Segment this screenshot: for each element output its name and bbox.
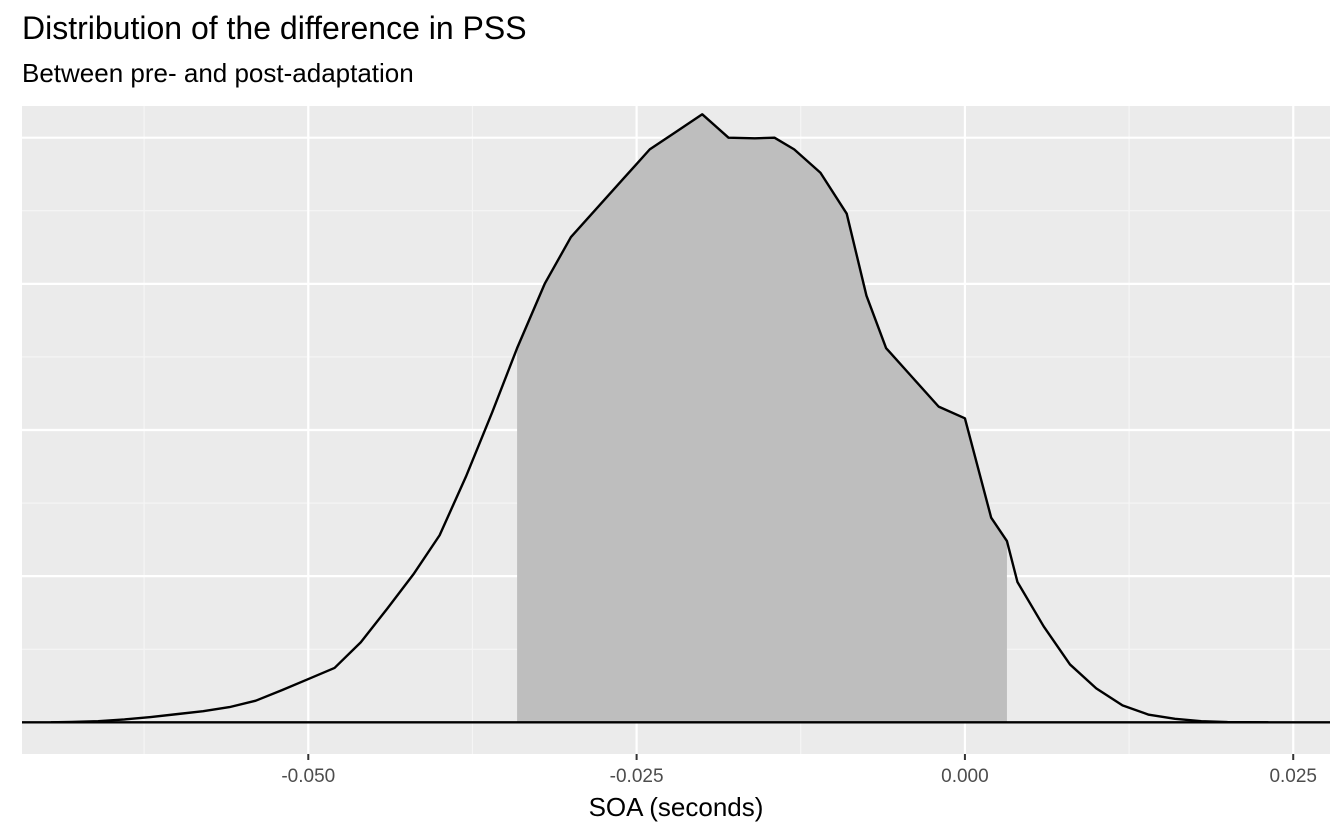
x-axis-title: SOA (seconds) bbox=[589, 792, 764, 822]
x-tick-label: 0.025 bbox=[1269, 766, 1317, 787]
chart-subtitle: Between pre- and post-adaptation bbox=[22, 58, 414, 88]
x-tick-label: 0.000 bbox=[941, 766, 989, 787]
x-tick-label: -0.050 bbox=[281, 766, 335, 787]
chart-title: Distribution of the difference in PSS bbox=[22, 10, 527, 46]
shaded-interval-area bbox=[517, 114, 1007, 723]
x-tick-label: -0.025 bbox=[610, 766, 664, 787]
density-curve bbox=[50, 113, 1269, 724]
